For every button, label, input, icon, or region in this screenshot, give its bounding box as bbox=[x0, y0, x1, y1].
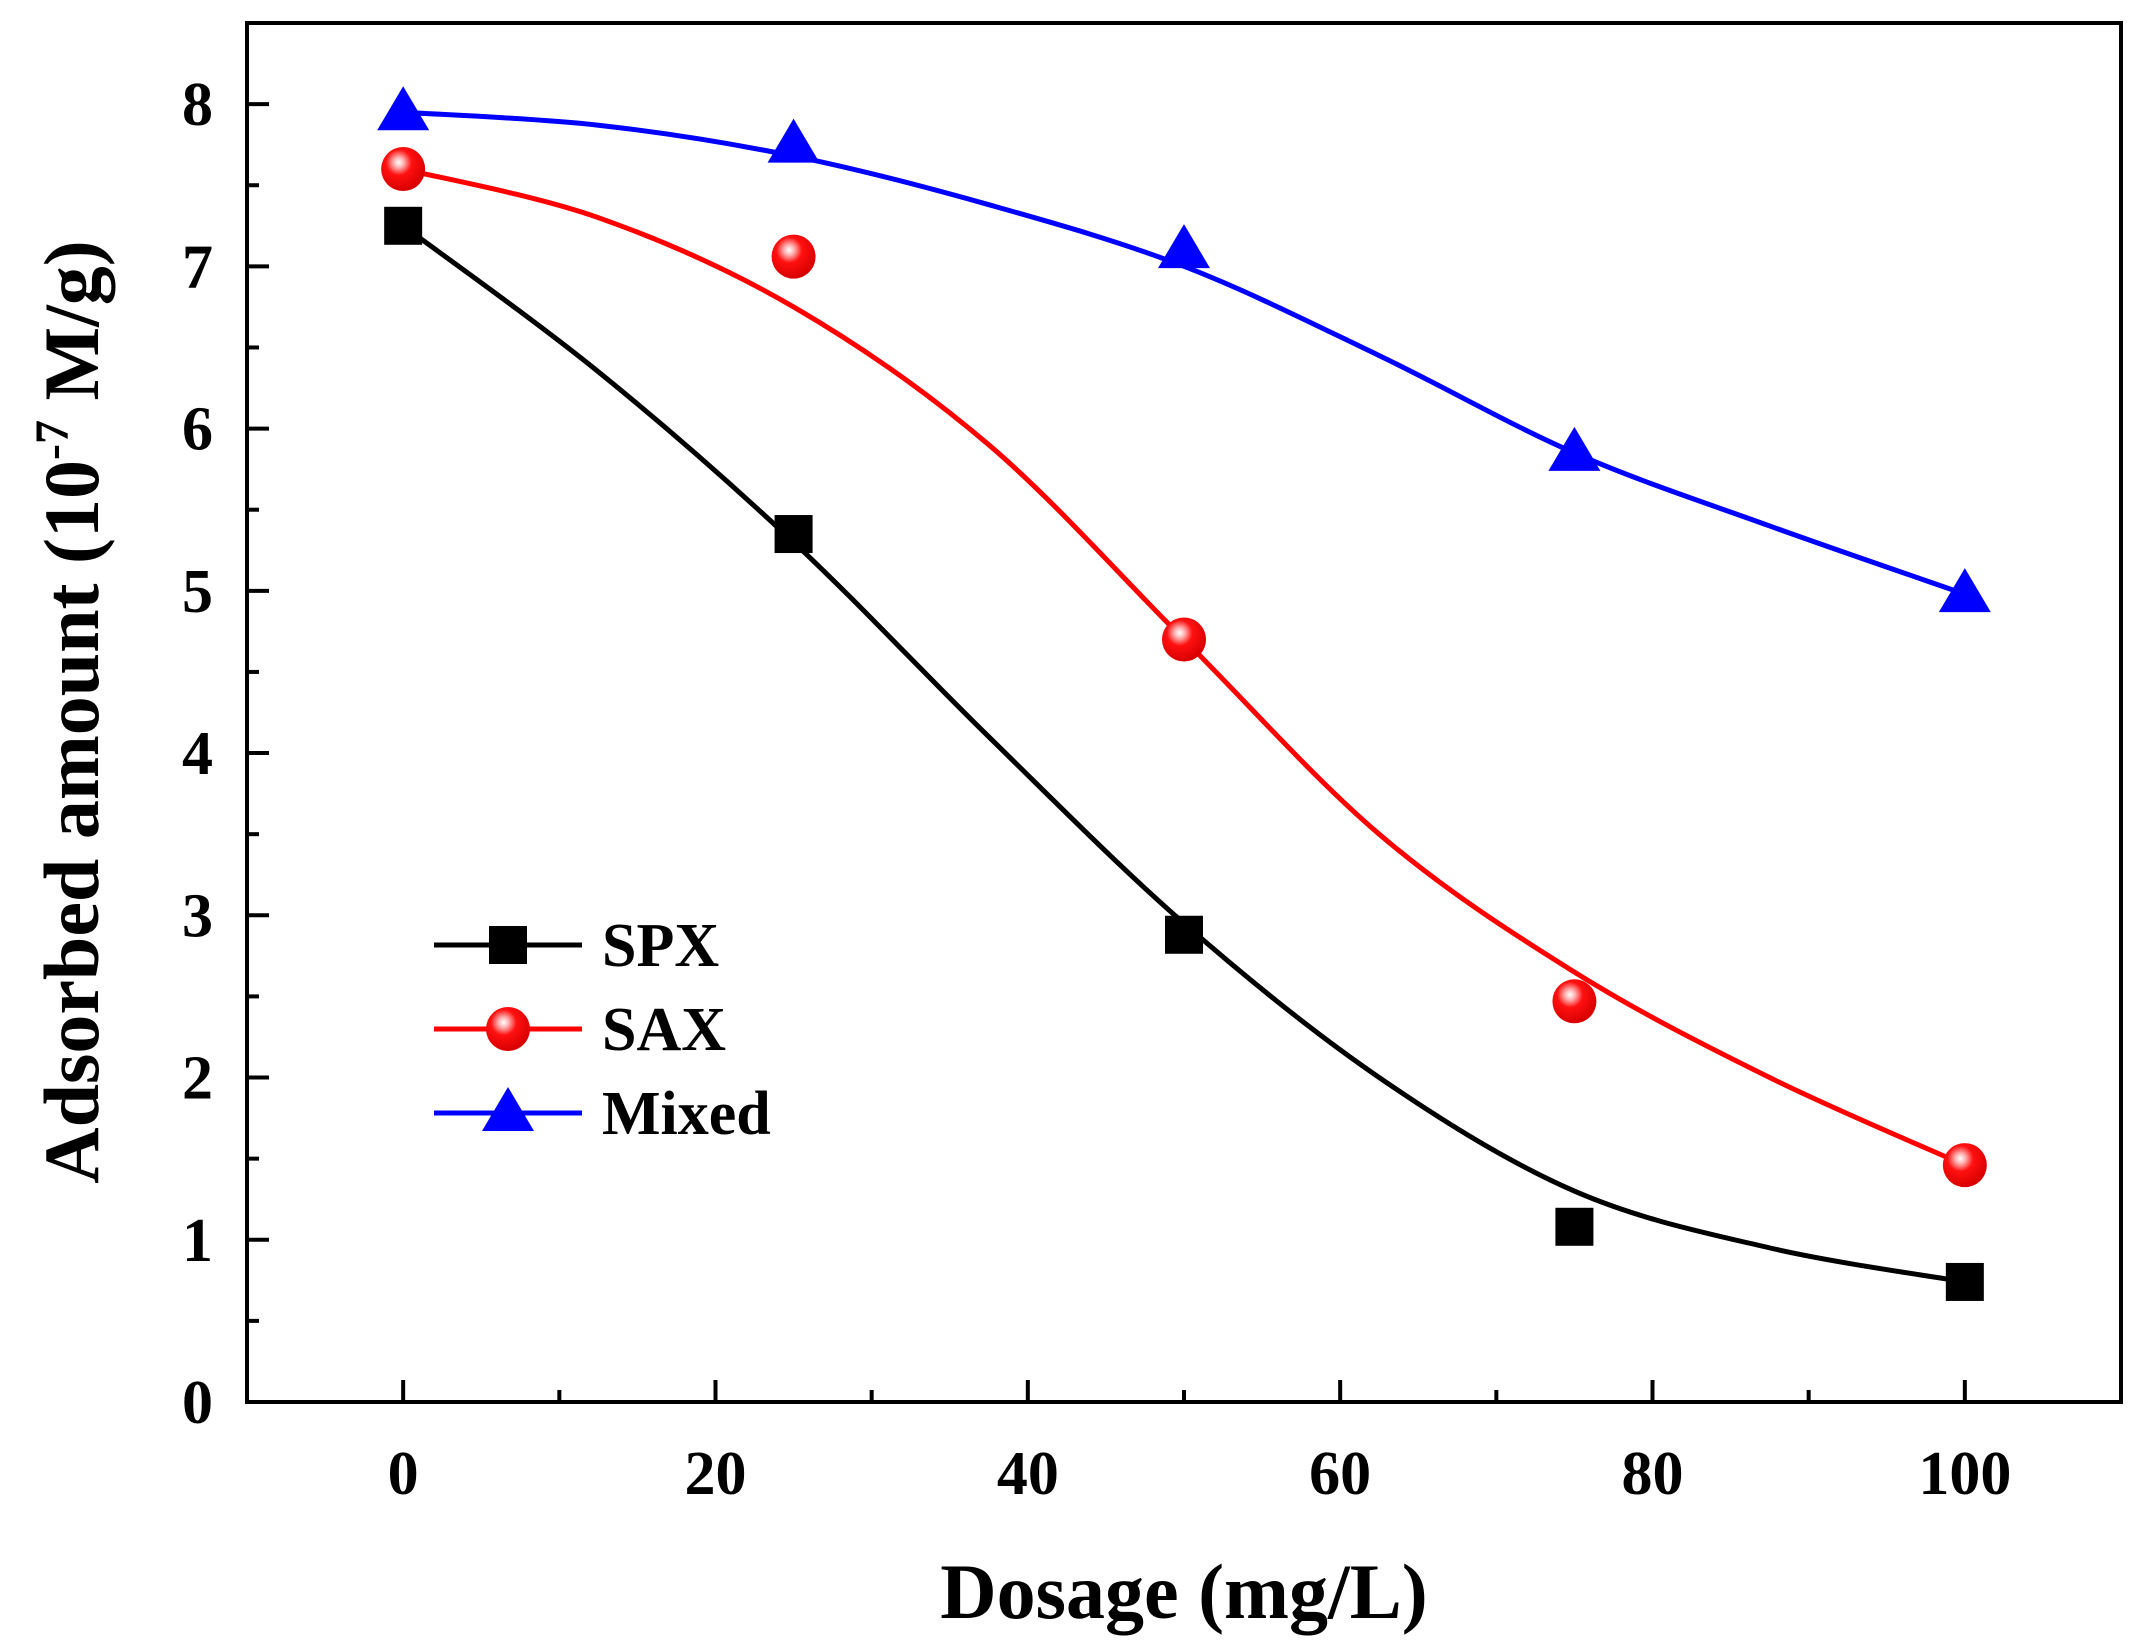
y-axis-label-sup: -7 bbox=[26, 420, 79, 460]
y-tick-label: 7 bbox=[182, 233, 213, 301]
y-tick-label: 3 bbox=[182, 882, 213, 950]
series-spx bbox=[384, 206, 1984, 1301]
data-point-spx bbox=[774, 515, 813, 554]
data-point-spx bbox=[384, 206, 423, 245]
data-point-mixed bbox=[767, 118, 820, 163]
y-axis-label-end: M/g) bbox=[28, 240, 115, 420]
legend-marker bbox=[489, 926, 527, 964]
legend-label: SPX bbox=[602, 912, 719, 980]
y-tick-label: 1 bbox=[182, 1207, 213, 1275]
y-tick-label: 5 bbox=[182, 558, 213, 626]
data-point-mixed bbox=[1548, 426, 1601, 471]
data-point-mixed bbox=[1158, 224, 1210, 269]
y-tick-label: 8 bbox=[182, 71, 213, 139]
y-tick-label: 6 bbox=[182, 396, 213, 464]
y-axis-label-main: Adsorbed amount (10 bbox=[28, 460, 115, 1184]
y-tick-label: 0 bbox=[182, 1369, 213, 1437]
x-tick-label: 60 bbox=[1309, 1440, 1371, 1508]
data-point-sax bbox=[381, 147, 426, 192]
x-tick-label: 40 bbox=[997, 1440, 1059, 1508]
data-point-mixed bbox=[377, 86, 430, 131]
data-point-sax bbox=[1162, 617, 1206, 662]
series-sax bbox=[381, 147, 1987, 1188]
y-axis-label: Adsorbed amount (10-7 M/g) bbox=[26, 240, 115, 1184]
x-tick-label: 80 bbox=[1622, 1440, 1684, 1508]
y-tick-label: 4 bbox=[182, 720, 213, 788]
plot-area: 0 20 40 60 80 100 0 1 2 3 4 5 6 7 8 SPX SAX Mixed bbox=[182, 21, 2123, 1508]
data-point-sax bbox=[1942, 1143, 1987, 1188]
y-tick-label: 2 bbox=[182, 1045, 213, 1113]
legend-marker bbox=[482, 1087, 534, 1131]
legend-item-sax: SAX bbox=[434, 996, 726, 1064]
data-point-spx bbox=[1555, 1207, 1594, 1246]
legend-item-mixed: Mixed bbox=[434, 1080, 771, 1148]
x-tick-label: 0 bbox=[388, 1440, 419, 1508]
legend-label: Mixed bbox=[602, 1080, 771, 1148]
data-point-mixed bbox=[1938, 568, 1991, 613]
x-tick-label: 100 bbox=[1918, 1440, 2011, 1508]
data-point-spx bbox=[1945, 1262, 1984, 1301]
data-point-sax bbox=[1552, 979, 1597, 1024]
x-axis-label: Dosage (mg/L) bbox=[940, 1548, 1427, 1635]
fit-line-spx bbox=[401, 223, 1966, 1285]
legend-marker bbox=[486, 1007, 530, 1051]
fit-line-mixed bbox=[403, 109, 1966, 597]
data-point-sax bbox=[771, 234, 816, 279]
series-mixed bbox=[377, 86, 1991, 613]
legend-item-spx: SPX bbox=[434, 912, 719, 980]
x-tick-label: 20 bbox=[685, 1440, 747, 1508]
data-point-spx bbox=[1165, 915, 1203, 954]
legend-label: SAX bbox=[602, 996, 726, 1064]
